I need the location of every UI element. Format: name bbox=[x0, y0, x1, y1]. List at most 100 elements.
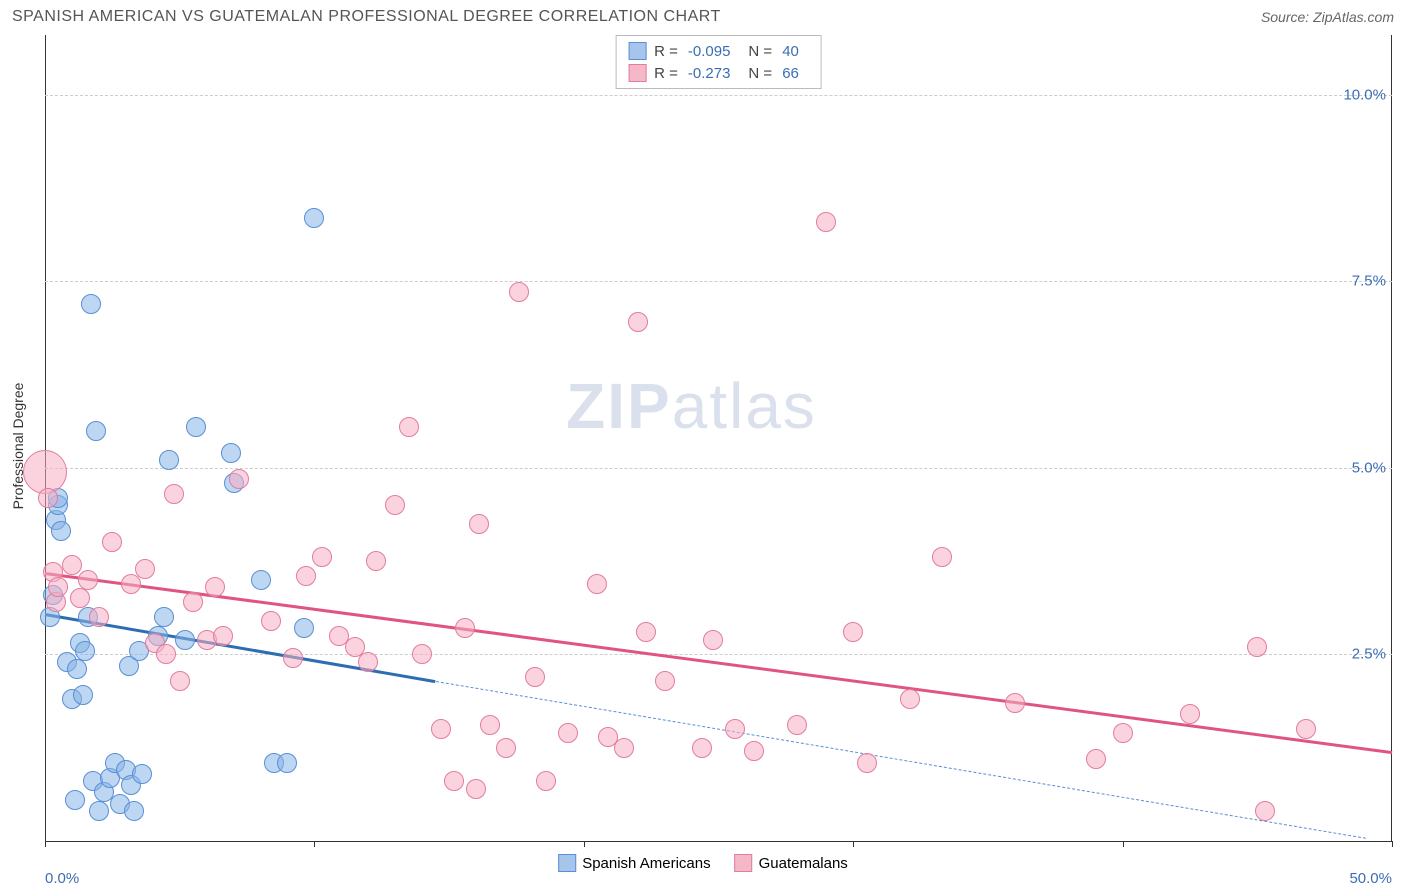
scatter-point-guatemalans bbox=[385, 495, 405, 515]
y-axis-label: Professional Degree bbox=[10, 383, 26, 510]
scatter-point-guatemalans bbox=[412, 644, 432, 664]
scatter-point-guatemalans bbox=[70, 588, 90, 608]
scatter-point-guatemalans bbox=[38, 488, 58, 508]
scatter-point-guatemalans bbox=[614, 738, 634, 758]
scatter-point-guatemalans bbox=[229, 469, 249, 489]
gridline bbox=[45, 95, 1392, 96]
scatter-point-guatemalans bbox=[455, 618, 475, 638]
legend-swatch-pink bbox=[628, 64, 646, 82]
scatter-point-spanish_americans bbox=[124, 801, 144, 821]
scatter-point-guatemalans bbox=[787, 715, 807, 735]
scatter-point-spanish_americans bbox=[89, 801, 109, 821]
legend-label: Guatemalans bbox=[759, 855, 848, 872]
scatter-point-spanish_americans bbox=[159, 450, 179, 470]
scatter-point-guatemalans bbox=[205, 577, 225, 597]
scatter-point-guatemalans bbox=[480, 715, 500, 735]
scatter-point-spanish_americans bbox=[221, 443, 241, 463]
scatter-point-guatemalans bbox=[1296, 719, 1316, 739]
scatter-point-spanish_americans bbox=[81, 294, 101, 314]
y-tick-label: 2.5% bbox=[1352, 646, 1386, 663]
x-tick bbox=[1123, 841, 1124, 847]
scatter-point-guatemalans bbox=[496, 738, 516, 758]
x-tick bbox=[314, 841, 315, 847]
scatter-point-guatemalans bbox=[156, 644, 176, 664]
gridline bbox=[45, 281, 1392, 282]
scatter-point-guatemalans bbox=[857, 753, 877, 773]
scatter-point-guatemalans bbox=[900, 689, 920, 709]
scatter-point-guatemalans bbox=[102, 532, 122, 552]
scatter-point-guatemalans bbox=[1255, 801, 1275, 821]
scatter-point-guatemalans bbox=[366, 551, 386, 571]
scatter-point-guatemalans bbox=[170, 671, 190, 691]
legend-label: Spanish Americans bbox=[582, 855, 710, 872]
scatter-point-spanish_americans bbox=[75, 641, 95, 661]
legend-swatch-blue bbox=[628, 42, 646, 60]
scatter-point-spanish_americans bbox=[67, 659, 87, 679]
scatter-point-guatemalans bbox=[296, 566, 316, 586]
scatter-point-guatemalans bbox=[399, 417, 419, 437]
scatter-point-guatemalans bbox=[536, 771, 556, 791]
x-tick bbox=[45, 841, 46, 847]
scatter-point-guatemalans bbox=[1247, 637, 1267, 657]
scatter-point-guatemalans bbox=[692, 738, 712, 758]
scatter-point-guatemalans bbox=[725, 719, 745, 739]
series-legend: Spanish Americans Guatemalans bbox=[558, 854, 848, 872]
chart-container: SPANISH AMERICAN VS GUATEMALAN PROFESSIO… bbox=[0, 0, 1406, 892]
source-attribution: Source: ZipAtlas.com bbox=[1261, 9, 1394, 25]
scatter-point-guatemalans bbox=[183, 592, 203, 612]
scatter-point-spanish_americans bbox=[304, 208, 324, 228]
y-tick-label: 10.0% bbox=[1343, 86, 1386, 103]
scatter-point-guatemalans bbox=[261, 611, 281, 631]
chart-title: SPANISH AMERICAN VS GUATEMALAN PROFESSIO… bbox=[12, 8, 721, 26]
scatter-point-spanish_americans bbox=[186, 417, 206, 437]
scatter-point-guatemalans bbox=[525, 667, 545, 687]
scatter-point-spanish_americans bbox=[154, 607, 174, 627]
scatter-point-guatemalans bbox=[444, 771, 464, 791]
correlation-legend: R = -0.095 N = 40 R = -0.273 N = 66 bbox=[615, 35, 822, 89]
scatter-point-guatemalans bbox=[89, 607, 109, 627]
gridline bbox=[45, 654, 1392, 655]
scatter-point-spanish_americans bbox=[132, 764, 152, 784]
scatter-point-spanish_americans bbox=[277, 753, 297, 773]
scatter-point-guatemalans bbox=[558, 723, 578, 743]
scatter-point-guatemalans bbox=[587, 574, 607, 594]
scatter-point-guatemalans bbox=[213, 626, 233, 646]
plot-area: ZIPatlas R = -0.095 N = 40 R = -0.273 N … bbox=[45, 35, 1392, 842]
scatter-point-guatemalans bbox=[431, 719, 451, 739]
x-tick-label: 0.0% bbox=[45, 870, 79, 887]
scatter-point-guatemalans bbox=[466, 779, 486, 799]
header: SPANISH AMERICAN VS GUATEMALAN PROFESSIO… bbox=[12, 8, 1394, 26]
scatter-point-spanish_americans bbox=[251, 570, 271, 590]
scatter-point-guatemalans bbox=[312, 547, 332, 567]
y-tick-label: 5.0% bbox=[1352, 459, 1386, 476]
scatter-point-guatemalans bbox=[509, 282, 529, 302]
x-tick-label: 50.0% bbox=[1349, 870, 1392, 887]
scatter-point-guatemalans bbox=[816, 212, 836, 232]
scatter-point-guatemalans bbox=[932, 547, 952, 567]
scatter-point-spanish_americans bbox=[51, 521, 71, 541]
y-axis-right-line bbox=[1391, 35, 1392, 841]
legend-row: R = -0.095 N = 40 bbox=[628, 40, 809, 62]
scatter-point-guatemalans bbox=[655, 671, 675, 691]
y-tick-label: 7.5% bbox=[1352, 273, 1386, 290]
legend-swatch-blue bbox=[558, 854, 576, 872]
scatter-point-guatemalans bbox=[48, 577, 68, 597]
legend-item: Guatemalans bbox=[735, 854, 848, 872]
scatter-point-guatemalans bbox=[1180, 704, 1200, 724]
watermark: ZIPatlas bbox=[566, 369, 817, 443]
scatter-point-guatemalans bbox=[164, 484, 184, 504]
scatter-point-spanish_americans bbox=[65, 790, 85, 810]
legend-swatch-pink bbox=[735, 854, 753, 872]
scatter-point-guatemalans bbox=[628, 312, 648, 332]
scatter-point-guatemalans bbox=[358, 652, 378, 672]
legend-item: Spanish Americans bbox=[558, 854, 710, 872]
scatter-point-guatemalans bbox=[78, 570, 98, 590]
scatter-point-spanish_americans bbox=[86, 421, 106, 441]
gridline bbox=[45, 468, 1392, 469]
x-tick bbox=[853, 841, 854, 847]
y-axis-left-line bbox=[45, 35, 46, 841]
scatter-point-guatemalans bbox=[469, 514, 489, 534]
scatter-point-guatemalans bbox=[283, 648, 303, 668]
scatter-point-guatemalans bbox=[135, 559, 155, 579]
scatter-point-guatemalans bbox=[1086, 749, 1106, 769]
